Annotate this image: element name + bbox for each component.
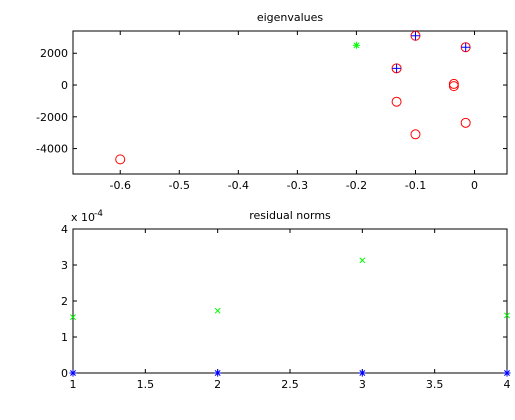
circle-marker xyxy=(115,154,126,165)
plus-marker xyxy=(392,63,402,73)
circle-marker xyxy=(448,78,459,89)
x-marker xyxy=(504,312,510,319)
x-tick-label: 4 xyxy=(504,378,511,391)
eigenvalues-title: eigenvalues xyxy=(257,11,324,24)
y-tick-label: 1 xyxy=(61,331,68,344)
x-marker xyxy=(214,307,221,314)
x-tick-label: -0.3 xyxy=(287,179,308,192)
x-tick-label: -0.5 xyxy=(169,179,190,192)
y-tick-label: 2 xyxy=(61,295,68,308)
y-tick-label: 0 xyxy=(61,367,68,380)
circle-marker xyxy=(410,129,421,140)
x-tick-label: 0 xyxy=(471,179,478,192)
y-tick-label: -4000 xyxy=(36,143,68,156)
x-tick-label: 1.5 xyxy=(137,378,155,391)
star-marker xyxy=(503,369,511,377)
residual-norms-axes: residual norms x 10 -4 1 1.5 2 2.5 3 3.5 40123… xyxy=(61,209,511,391)
x-tick-label: -0.2 xyxy=(346,179,367,192)
axes-box xyxy=(72,228,508,374)
circle-marker xyxy=(460,117,471,128)
residual-norms-title: residual norms xyxy=(249,209,331,222)
y-tick-label: 2000 xyxy=(40,47,68,60)
y-tick-label: 0 xyxy=(61,79,68,92)
x-tick-label: 3 xyxy=(359,378,366,391)
x-marker xyxy=(359,257,366,264)
y-tick-label: -2000 xyxy=(36,111,68,124)
y-tick-label: 4 xyxy=(61,223,68,236)
x-tick-label: 2.5 xyxy=(281,378,299,391)
star-marker xyxy=(69,369,77,377)
x-tick-label: -0.6 xyxy=(110,179,131,192)
axes-box xyxy=(72,30,508,175)
y-tick-label: 3 xyxy=(61,259,68,272)
star-marker xyxy=(352,41,361,49)
x-tick-label: 1 xyxy=(70,378,77,391)
y-multiplier-label: x 10 xyxy=(71,211,95,224)
y-multiplier-exponent: -4 xyxy=(94,209,103,219)
eigenvalues-axes: eigenvalues -0.6 -0.5 -0.4 -0.3 -0.2 -0.1 0 -40… xyxy=(36,11,508,192)
circle-marker xyxy=(448,81,459,92)
plus-marker xyxy=(461,42,471,52)
x-tick-label: 3.5 xyxy=(426,378,444,391)
x-tick-label: -0.4 xyxy=(228,179,249,192)
x-tick-label: 2 xyxy=(214,378,221,391)
star-marker xyxy=(214,369,222,377)
x-marker xyxy=(70,314,76,321)
plus-marker xyxy=(410,31,420,41)
circle-marker xyxy=(391,96,402,107)
x-tick-label: -0.1 xyxy=(405,179,426,192)
star-marker xyxy=(358,369,366,377)
